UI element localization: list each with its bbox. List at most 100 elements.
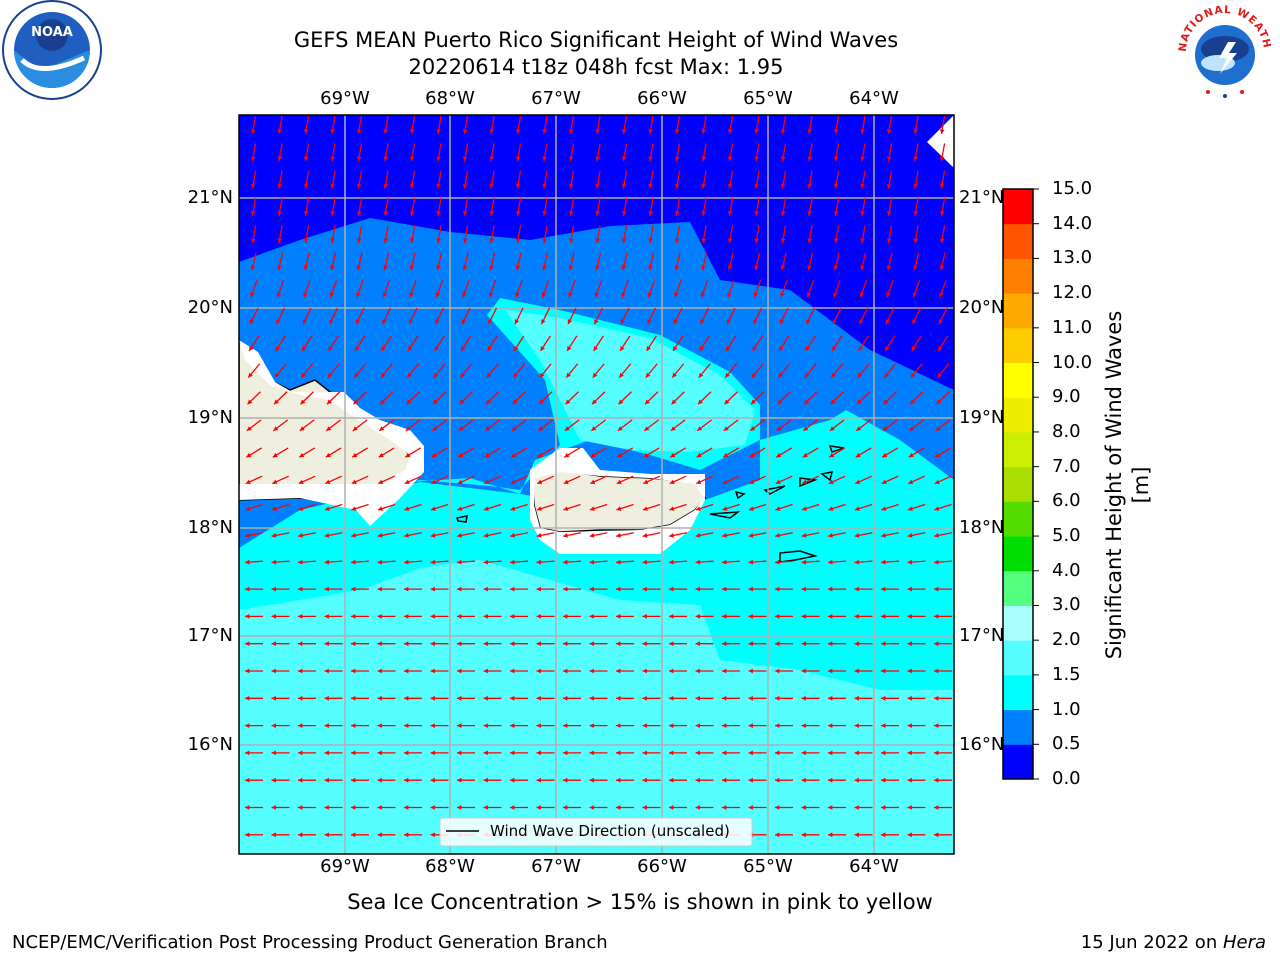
wave-direction-arrow [595,197,601,216]
lon-label-bottom: 65°W [743,856,793,877]
wave-direction-arrow [563,777,581,783]
wave-direction-arrow [271,532,290,538]
wave-direction-arrow [462,116,469,134]
wave-direction-arrow [330,252,337,271]
wave-direction-arrow [939,197,946,216]
wave-direction-arrow [303,280,311,298]
wave-direction-arrow [430,614,449,619]
colorbar-segment [1003,362,1033,398]
wave-direction-arrow [324,614,343,619]
wave-direction-arrow [934,668,952,674]
wave-direction-arrow [512,363,526,379]
wave-direction-arrow [752,335,763,352]
wave-direction-arrow [671,363,685,379]
wave-direction-arrow [353,363,367,379]
wave-direction-arrow [536,695,555,701]
wave-direction-arrow [749,475,766,485]
wave-direction-arrow [298,695,316,701]
wave-direction-arrow [775,723,793,728]
wave-direction-arrow [351,614,369,619]
wave-direction-arrow [485,391,500,405]
colorbar-tick-label: 1.0 [1052,698,1081,720]
wave-direction-arrow [857,363,870,379]
wave-direction-arrow [589,805,608,810]
wave-direction-arrow [670,419,686,432]
wave-direction-arrow [297,559,317,565]
wave-direction-arrow [669,723,687,728]
colorbar-segment [1003,293,1033,329]
wave-direction-arrow [828,723,846,728]
wave-direction-arrow [430,723,449,728]
wave-direction-arrow [673,307,683,325]
wave-direction-arrow [644,391,659,405]
wave-direction-arrow [459,391,473,405]
colorbar-tick-label: 15.0 [1052,178,1093,199]
wave-direction-arrow [801,668,820,674]
wave-direction-arrow [271,777,290,783]
wave-direction-arrow [616,475,634,485]
wave-direction-arrow [327,363,340,379]
wave-direction-arrow [300,391,314,405]
colorbar-segment [1003,744,1033,780]
wave-direction-arrow [430,586,449,592]
wave-direction-arrow [750,391,765,405]
wave-direction-arrow [245,805,263,810]
colorbar-segment [1003,189,1033,225]
wave-direction-arrow [250,116,257,134]
wave-direction-arrow [404,668,422,674]
wave-direction-arrow [436,197,442,216]
wave-direction-arrow [271,750,290,756]
wave-direction-arrow [271,614,290,619]
wave-direction-arrow [854,614,873,619]
wave-direction-arrow [669,641,687,647]
wave-direction-arrow [540,307,551,325]
wave-direction-arrow [674,170,681,189]
wave-direction-arrow [589,723,608,728]
lat-label-left: 16°N [187,734,233,755]
wave-direction-arrow [298,805,316,810]
wave-direction-arrow [881,723,899,728]
wave-direction-arrow [536,750,555,756]
nw-corner-white [927,115,954,168]
wave-direction-arrow [724,363,738,379]
colorbar-segment [1003,640,1033,676]
wave-direction-arrow [589,503,608,511]
wave-direction-arrow [589,777,608,783]
wave-direction-arrow [832,307,842,325]
wave-direction-arrow [749,447,766,458]
wave-direction-arrow [330,143,336,162]
wave-direction-arrow [324,641,343,647]
wave-direction-arrow [510,750,528,756]
wave-direction-arrow [881,668,899,674]
wave-direction-arrow [828,532,846,538]
wave-direction-arrow [590,447,607,458]
wave-direction-arrow [907,695,926,701]
wave-direction-arrow [752,307,763,325]
wave-direction-arrow [593,307,604,325]
wave-direction-arrow [248,335,260,352]
wave-direction-arrow [854,805,873,810]
wave-direction-arrow [487,307,498,325]
wave-direction-arrow [648,225,654,244]
wave-direction-arrow [859,280,868,298]
wave-direction-arrow [512,391,526,405]
wave-direction-arrow [858,307,869,325]
wave-direction-arrow [828,750,846,756]
wave-direction-arrow [934,475,952,485]
wave-direction-arrow [775,805,793,810]
wave-direction-arrow [854,503,873,511]
wave-direction-arrow [537,475,554,485]
wave-direction-arrow [858,335,869,352]
wave-direction-arrow [250,225,257,244]
wave-direction-arrow [828,777,846,783]
wave-direction-arrow [855,419,872,432]
wave-direction-arrow [648,143,654,162]
wave-direction-arrow [351,750,369,756]
wave-direction-arrow [722,532,740,538]
wave-direction-arrow [380,363,393,379]
wave-direction-arrow [484,447,501,458]
wave-direction-arrow [245,641,263,647]
wave-direction-arrow [591,391,606,405]
wave-direction-arrow [356,252,363,271]
wave-direction-arrow [801,695,820,701]
